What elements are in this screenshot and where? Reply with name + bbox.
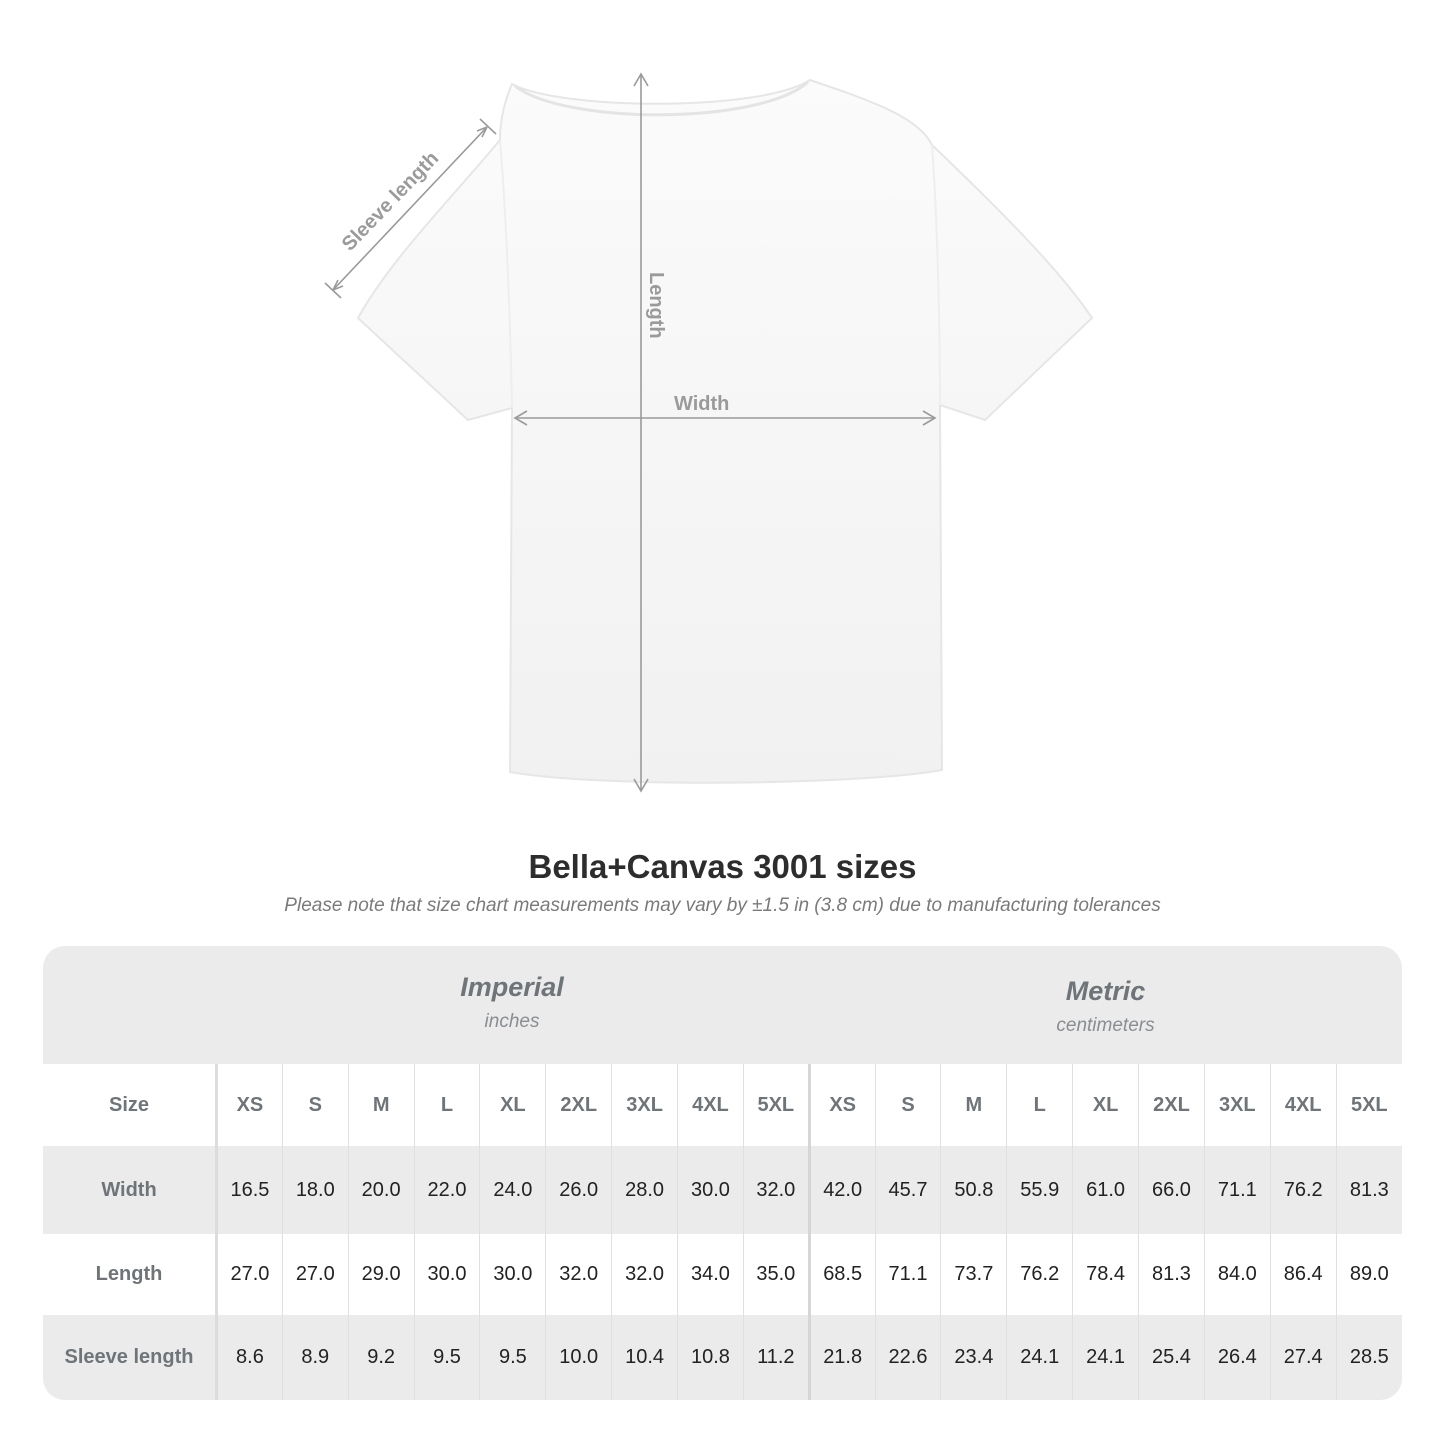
- imperial-unit: inches: [484, 1011, 540, 1032]
- metric-cell: 23.4: [940, 1315, 1007, 1400]
- metric-cell: 61.0: [1072, 1146, 1139, 1234]
- metric-size-m: M: [940, 1064, 1007, 1146]
- metric-cell: 28.5: [1335, 1315, 1402, 1400]
- imperial-cell: 9.5: [479, 1315, 546, 1400]
- imperial-cell: 8.6: [216, 1315, 283, 1400]
- imperial-cell: 32.0: [611, 1234, 678, 1315]
- table-row: Length 27.0 27.0 29.0 30.0 30.0 32.0 32.0 34.0 35…: [43, 1234, 1402, 1315]
- metric-size-4xl: 4XL: [1269, 1064, 1337, 1146]
- metric-cell: 81.3: [1138, 1234, 1205, 1315]
- metric-cell: 71.1: [1203, 1146, 1271, 1234]
- imperial-cell: 22.0: [413, 1146, 480, 1234]
- metric-header: Metric centimeters: [809, 946, 1402, 1064]
- width-label: Width: [674, 393, 729, 415]
- size-table: Size XS S M L XL 2XL 3XL 4XL 5XL XS S M L XL 2XL 3XL 4XL 5…: [43, 1064, 1402, 1400]
- metric-cell: 89.0: [1335, 1234, 1402, 1315]
- imperial-cell: 9.5: [413, 1315, 480, 1400]
- imperial-size-5xl: 5XL: [742, 1064, 810, 1146]
- imperial-cell: 10.8: [677, 1315, 744, 1400]
- imperial-size-3xl: 3XL: [611, 1064, 678, 1146]
- page-title: Bella+Canvas 3001 sizes: [528, 848, 917, 885]
- metric-cell: 71.1: [874, 1234, 941, 1315]
- metric-cell: 86.4: [1269, 1234, 1337, 1315]
- imperial-cell: 34.0: [677, 1234, 744, 1315]
- metric-cell: 50.8: [940, 1146, 1007, 1234]
- imperial-cell: 9.2: [347, 1315, 415, 1400]
- metric-cell: 73.7: [940, 1234, 1007, 1315]
- size-header: Size: [43, 1064, 218, 1146]
- table-row: Width 16.5 18.0 20.0 22.0 24.0 26.0 28.0 30.0 32.…: [43, 1146, 1402, 1234]
- table-row: Sleeve length 8.6 8.9 9.2 9.5 9.5 10.0 10.4 10.8…: [43, 1315, 1402, 1400]
- imperial-cell: 20.0: [347, 1146, 415, 1234]
- metric-size-5xl: 5XL: [1335, 1064, 1402, 1146]
- metric-cell: 21.8: [807, 1315, 876, 1400]
- imperial-cell: 27.0: [216, 1234, 283, 1315]
- imperial-size-xs: XS: [216, 1064, 283, 1146]
- imperial-cell: 26.0: [545, 1146, 612, 1234]
- row-label: Width: [43, 1146, 218, 1234]
- tshirt-body: [356, 78, 1094, 784]
- metric-size-l: L: [1006, 1064, 1073, 1146]
- imperial-cell: 8.9: [281, 1315, 349, 1400]
- length-label: Length: [645, 272, 667, 339]
- metric-cell: 45.7: [874, 1146, 941, 1234]
- metric-cell: 84.0: [1203, 1234, 1271, 1315]
- metric-size-xl: XL: [1072, 1064, 1139, 1146]
- imperial-cell: 16.5: [216, 1146, 283, 1234]
- tolerance-note: Please note that size chart measurements…: [284, 895, 1161, 916]
- imperial-cell: 30.0: [479, 1234, 546, 1315]
- imperial-size-4xl: 4XL: [677, 1064, 744, 1146]
- size-chart: Imperial inches Metric centimeters Size X…: [43, 946, 1402, 1400]
- metric-cell: 24.1: [1006, 1315, 1073, 1400]
- imperial-size-xl: XL: [479, 1064, 546, 1146]
- imperial-header: Imperial inches: [215, 946, 809, 1064]
- metric-cell: 27.4: [1269, 1315, 1337, 1400]
- metric-cell: 26.4: [1203, 1315, 1271, 1400]
- tshirt-diagram: Sleeve length Length Width: [324, 72, 1094, 793]
- metric-cell: 66.0: [1138, 1146, 1205, 1234]
- metric-cell: 81.3: [1335, 1146, 1402, 1234]
- metric-label: Metric: [1065, 976, 1146, 1006]
- imperial-cell: 10.4: [611, 1315, 678, 1400]
- row-label: Length: [43, 1234, 218, 1315]
- imperial-cell: 30.0: [677, 1146, 744, 1234]
- metric-cell: 68.5: [807, 1234, 876, 1315]
- imperial-size-m: M: [347, 1064, 415, 1146]
- imperial-cell: 35.0: [742, 1234, 810, 1315]
- imperial-cell: 10.0: [545, 1315, 612, 1400]
- metric-cell: 76.2: [1269, 1146, 1337, 1234]
- metric-cell: 42.0: [807, 1146, 876, 1234]
- imperial-cell: 32.0: [545, 1234, 612, 1315]
- imperial-label: Imperial: [460, 972, 564, 1002]
- metric-size-2xl: 2XL: [1138, 1064, 1205, 1146]
- metric-size-xs: XS: [807, 1064, 876, 1146]
- imperial-cell: 24.0: [479, 1146, 546, 1234]
- metric-size-3xl: 3XL: [1203, 1064, 1271, 1146]
- metric-cell: 22.6: [874, 1315, 941, 1400]
- imperial-size-s: S: [281, 1064, 349, 1146]
- imperial-cell: 28.0: [611, 1146, 678, 1234]
- metric-cell: 55.9: [1006, 1146, 1073, 1234]
- metric-cell: 78.4: [1072, 1234, 1139, 1315]
- imperial-size-l: L: [413, 1064, 480, 1146]
- row-label: Sleeve length: [43, 1315, 218, 1400]
- imperial-cell: 11.2: [742, 1315, 810, 1400]
- imperial-cell: 27.0: [281, 1234, 349, 1315]
- metric-unit: centimeters: [1056, 1015, 1155, 1036]
- measure-lines: [324, 72, 937, 793]
- imperial-cell: 18.0: [281, 1146, 349, 1234]
- imperial-cell: 30.0: [413, 1234, 480, 1315]
- imperial-cell: 32.0: [742, 1146, 810, 1234]
- metric-cell: 76.2: [1006, 1234, 1073, 1315]
- metric-cell: 24.1: [1072, 1315, 1139, 1400]
- imperial-size-2xl: 2XL: [545, 1064, 612, 1146]
- size-header-row: Size XS S M L XL 2XL 3XL 4XL 5XL XS S M L XL 2XL 3XL 4XL 5…: [43, 1064, 1402, 1146]
- metric-size-s: S: [874, 1064, 941, 1146]
- imperial-cell: 29.0: [347, 1234, 415, 1315]
- metric-cell: 25.4: [1138, 1315, 1205, 1400]
